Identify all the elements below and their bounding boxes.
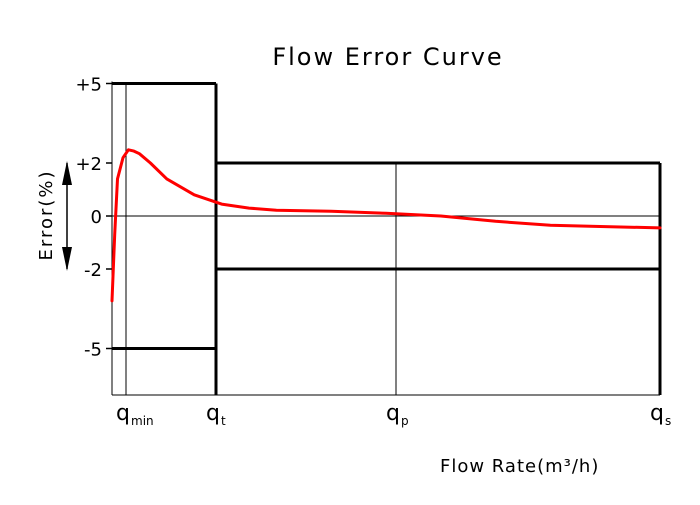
x-axis-label: Flow Rate(m³/h) <box>440 456 599 477</box>
x-tick-sublabel-2: p <box>401 414 409 428</box>
x-tick-sublabel-0: min <box>131 414 154 428</box>
range-arrow-head-up <box>62 161 72 185</box>
axes-frame <box>111 81 660 396</box>
tolerance-limits <box>112 82 662 395</box>
y-tick-label-1: +2 <box>75 154 102 175</box>
y-axis-label: Error(%) <box>36 169 57 260</box>
y-tick-label-4: -5 <box>84 340 102 361</box>
x-ticks: q min q t q p q s <box>116 401 671 428</box>
error-curve-series-0 <box>110 148 662 303</box>
x-tick-label-0: q <box>116 401 130 426</box>
x-tick-sublabel-1: t <box>221 414 226 428</box>
x-tick-label-2: q <box>386 401 400 426</box>
x-tick-label-1: q <box>206 401 220 426</box>
y-ticks: +5 +2 0 -2 -5 <box>75 75 112 361</box>
x-tick-label-3: q <box>650 401 664 426</box>
chart-title: Flow Error Curve <box>272 43 503 71</box>
y-tick-label-2: 0 <box>91 207 102 228</box>
x-tick-sublabel-3: s <box>665 414 671 428</box>
error-range-arrow <box>62 161 72 271</box>
range-arrow-head-down <box>62 247 72 271</box>
error-curve <box>110 148 662 303</box>
y-tick-label-3: -2 <box>84 260 102 281</box>
y-tick-label-0: +5 <box>75 75 102 96</box>
